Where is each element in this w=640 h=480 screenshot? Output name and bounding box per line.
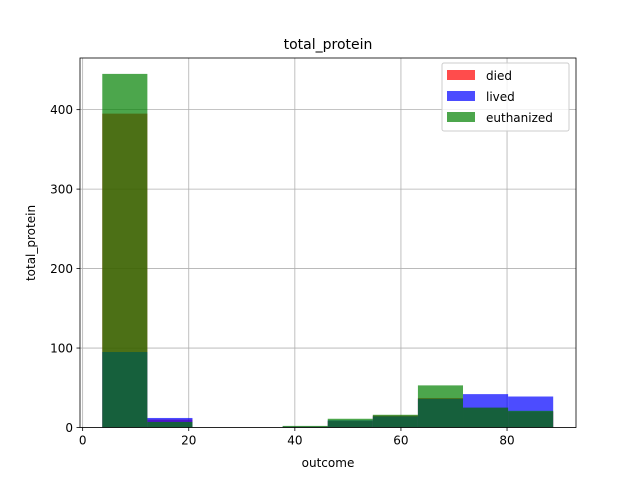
x-tick-label: 80 (499, 434, 514, 448)
y-tick-label: 100 (50, 342, 73, 356)
bar-euthanized (102, 73, 148, 428)
y-tick-label: 400 (50, 103, 73, 117)
legend-label-died: died (486, 69, 512, 83)
bar-euthanized (327, 418, 373, 428)
bar-euthanized (282, 425, 328, 428)
y-tick-label: 200 (50, 262, 73, 276)
x-tick-label: 60 (393, 434, 408, 448)
bar-euthanized (508, 410, 554, 428)
bars (102, 73, 554, 428)
plot-frame (79, 57, 577, 428)
bar-euthanized (372, 414, 418, 428)
x-tick-label: 0 (79, 434, 87, 448)
y-axis: 0 100 200 300 400 (50, 103, 80, 435)
chart-title: total_protein (284, 37, 373, 53)
legend-swatch-died (447, 70, 475, 80)
legend: died lived euthanized (441, 62, 570, 132)
y-tick-label: 300 (50, 183, 73, 197)
y-tick-label: 0 (65, 421, 73, 435)
x-axis-label: outcome (302, 456, 355, 470)
x-tick-label: 20 (181, 434, 196, 448)
bar-euthanized (147, 421, 193, 428)
bar-euthanized (417, 385, 464, 428)
y-axis-label: total_protein (24, 205, 38, 281)
legend-label-euthanized: euthanized (486, 111, 553, 125)
legend-label-lived: lived (486, 90, 515, 104)
bar-euthanized (463, 407, 509, 428)
x-tick-label: 40 (287, 434, 302, 448)
x-axis: 0 20 40 60 80 (79, 427, 515, 448)
legend-swatch-euthanized (447, 112, 475, 122)
legend-swatch-lived (447, 91, 475, 101)
